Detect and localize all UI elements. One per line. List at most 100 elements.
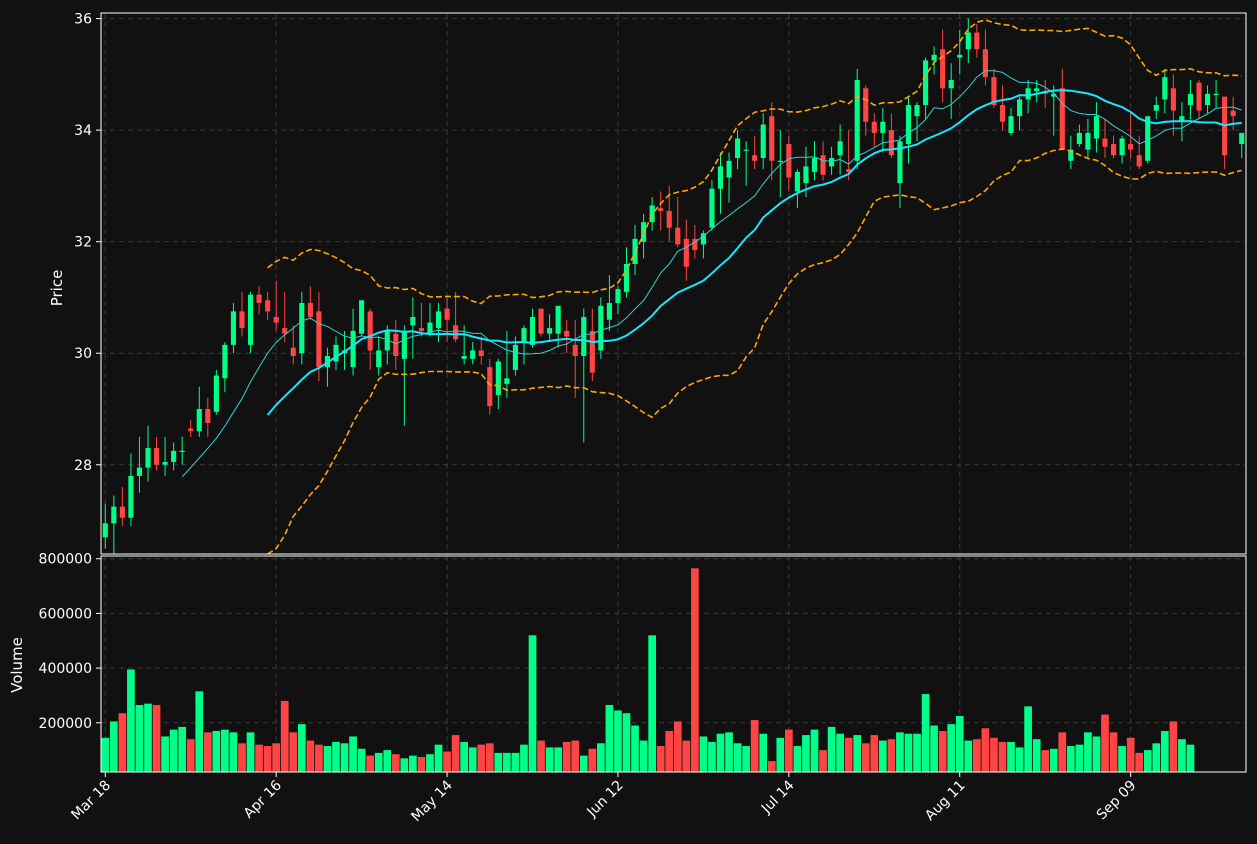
candle-body [999,105,1006,122]
candle-body [162,461,168,465]
candle-body [478,350,484,357]
volume-axis-title: Volume [8,637,26,693]
price-tick-label: 32 [74,235,92,251]
volume-bar [545,747,554,772]
volume-bar [1160,730,1169,772]
candle-body [829,158,835,167]
candle-body [1196,82,1202,111]
price-tick-label: 34 [74,123,92,139]
candle-body [461,356,467,359]
volume-bar [255,744,263,772]
candle-body [153,448,160,465]
candle-body [880,121,886,133]
volume-bar [750,720,759,772]
candle-body [1008,116,1014,133]
candle-body [1119,138,1125,156]
candle-body [1239,132,1245,145]
volume-bar [520,744,528,772]
candle-body [1204,93,1211,106]
candle-body [307,303,313,317]
volume-bar [323,746,332,772]
candle-body [726,160,732,178]
candle-body [273,316,279,323]
candle-body [863,88,869,122]
candle-body [914,105,920,117]
candle-body [444,308,450,320]
volume-bar [597,743,605,772]
volume-bar [400,758,409,772]
candle-body [1034,88,1040,92]
candle-body [897,141,903,184]
candle-body [735,138,741,159]
volume-tick-label: 800000 [39,552,92,568]
volume-bar [332,741,340,772]
volume-bar [101,737,110,772]
candle-body [504,378,510,384]
volume-bar [955,715,964,772]
candle-body [871,121,877,133]
candle-body [299,303,305,354]
volume-bar [340,743,349,772]
volume-bar [896,732,904,772]
volume-bar [1024,706,1032,772]
candle-body [290,347,296,357]
volume-bar [1075,744,1084,772]
volume-bar [426,754,434,772]
volume-bar [306,740,315,772]
candle-body [1102,138,1108,147]
candle-body [1187,93,1194,106]
candle-body [931,54,937,61]
candle-body [136,467,143,476]
candle-body [547,328,553,334]
volume-bar [1032,739,1041,772]
volume-bar [485,743,494,772]
volume-bar [571,740,580,772]
volume-bar [118,713,127,772]
candle-body [230,311,237,345]
candle-body [846,169,852,172]
candle-body [1162,77,1168,100]
candle-body [495,361,501,396]
volume-bar [990,737,998,772]
volume-bar [451,735,460,772]
volume-bar [836,733,844,772]
volume-bar [776,737,785,772]
volume-bar [1126,737,1135,772]
candle-body [213,375,219,412]
candle-body [555,305,561,334]
volume-bar [870,735,879,772]
candle-body [1230,110,1236,117]
volume-bar [742,746,750,772]
candle-body [658,208,664,211]
candle-body [564,330,570,337]
volume-bar [802,735,810,772]
volume-panel [101,556,1246,772]
volume-bar [639,740,648,772]
lower-band-line [267,148,1242,555]
volume-bar [127,669,135,772]
candle-body [589,330,595,373]
volume-bar [1015,747,1024,772]
volume-bar [349,736,357,772]
volume-bar [246,732,255,772]
candle-body [940,49,946,89]
price-tick-label: 36 [74,12,92,28]
candle-body [598,305,604,351]
candle-body [717,166,724,189]
volume-bar [614,710,622,772]
candle-body [982,49,988,78]
volume-bar [135,705,144,772]
volume-bar [921,694,930,772]
volume-bar [1007,741,1015,772]
candle-body [957,54,963,58]
candle-body [367,311,373,351]
volume-bar [904,733,913,772]
candle-body [205,408,211,423]
candle-body [743,149,749,151]
candle-body [435,311,442,329]
candle-body [948,79,954,89]
volume-bar [579,755,588,772]
volume-bar [605,705,614,772]
candle-body [1068,149,1074,161]
